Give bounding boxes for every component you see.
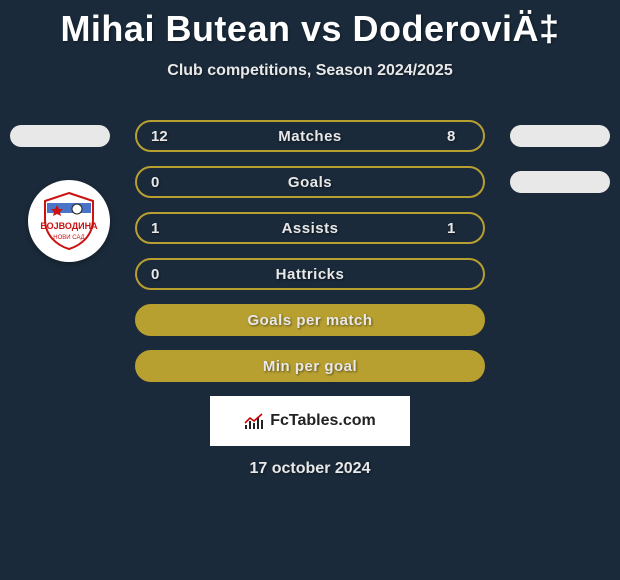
stat-bar: Min per goal (135, 350, 485, 382)
branding-logo: FcTables.com (210, 396, 410, 446)
stat-left-value: 0 (151, 266, 173, 283)
side-bar-left-1 (10, 125, 110, 147)
stat-right-value: 1 (447, 220, 469, 237)
club-badge-icon: ВОЈВОДИНА НОВИ САД (28, 180, 110, 262)
stat-bar: 1 Assists 1 (135, 212, 485, 244)
stat-label: Hattricks (276, 266, 345, 283)
stat-bar: Goals per match (135, 304, 485, 336)
svg-text:НОВИ САД: НОВИ САД (53, 235, 84, 241)
stat-row-goals-per-match: Goals per match (0, 304, 620, 336)
stat-bar: 0 Hattricks (135, 258, 485, 290)
stat-label: Matches (278, 128, 342, 145)
side-bar-right-1 (510, 125, 610, 147)
branding-text: FcTables.com (270, 412, 376, 430)
date-text: 17 october 2024 (0, 460, 620, 478)
page-subtitle: Club competitions, Season 2024/2025 (0, 62, 620, 80)
svg-text:ВОЈВОДИНА: ВОЈВОДИНА (40, 221, 98, 231)
stat-left-value: 0 (151, 174, 173, 191)
stat-row-min-per-goal: Min per goal (0, 350, 620, 382)
side-bar-right-2 (510, 171, 610, 193)
stat-left-value: 1 (151, 220, 173, 237)
stat-label: Min per goal (263, 358, 357, 375)
page-title: Mihai Butean vs DoderoviÄ‡ (0, 0, 620, 50)
stat-left-value: 12 (151, 128, 173, 145)
stat-label: Goals per match (247, 312, 372, 329)
stat-row-hattricks: 0 Hattricks (0, 258, 620, 290)
stat-bar: 12 Matches 8 (135, 120, 485, 152)
stat-label: Goals (288, 174, 332, 191)
stat-right-value: 8 (447, 128, 469, 145)
stat-label: Assists (282, 220, 339, 237)
stat-bar: 0 Goals (135, 166, 485, 198)
chart-icon (244, 411, 264, 431)
